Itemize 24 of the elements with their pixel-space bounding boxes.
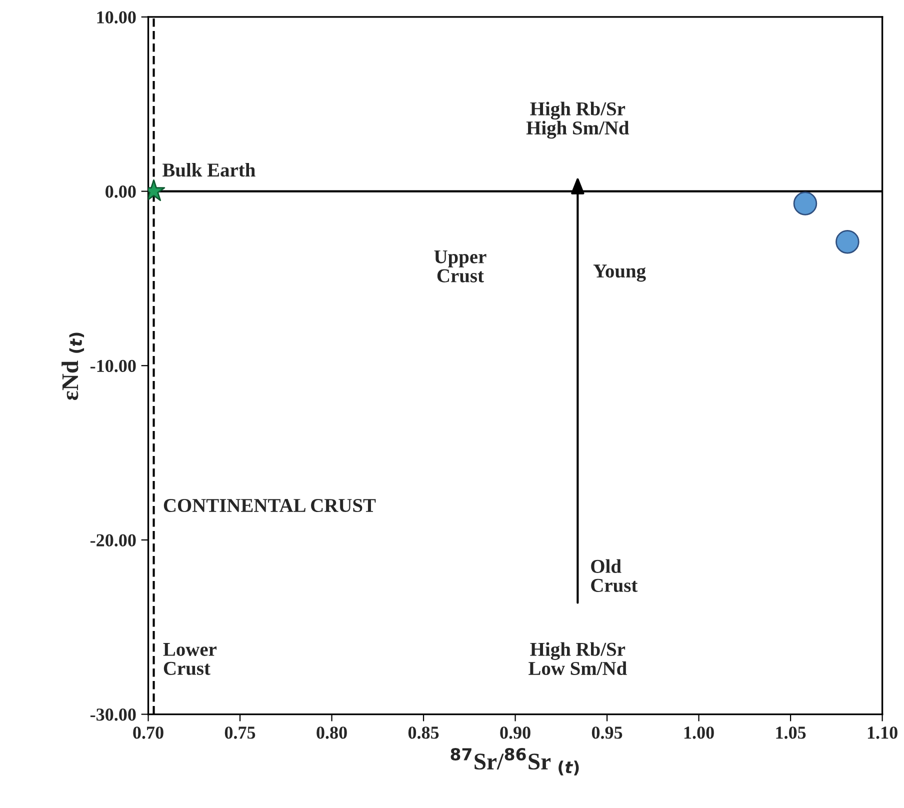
y-tick-label: 0.00: [106, 186, 136, 198]
annotation: Young: [593, 264, 646, 282]
x-tick-label: 0.75: [224, 726, 256, 739]
x-tick-label: 0.95: [592, 726, 622, 739]
y-tick-label: -10.00: [90, 360, 136, 372]
annotation: High Rb/Sr High Sm/Nd: [526, 102, 630, 139]
y-axis-title: εNd $_{(t)}$: [62, 332, 84, 400]
x-tick-label: 0.70: [133, 726, 164, 739]
annotation: CONTINENTAL CRUST: [164, 498, 376, 512]
x-axis-title: $^{87}$Sr/$^{86}$Sr $_{(t)}$: [450, 748, 579, 776]
y-tick-label: -20.00: [90, 534, 136, 546]
x-tick-label: 0.80: [316, 726, 347, 739]
annotation: High Rb/Sr Low Sm/Nd: [528, 642, 627, 676]
x-tick-label: 1.00: [684, 726, 714, 739]
y-tick-label: -30.00: [90, 708, 136, 721]
x-tick-label: 1.10: [868, 726, 898, 739]
annotation: Lower Crust: [163, 643, 217, 675]
x-tick-label: 1.05: [776, 726, 806, 739]
annotation: Old Crust: [591, 559, 638, 592]
y-tick-label: 10.00: [97, 11, 136, 24]
annotation: Bulk Earth: [162, 162, 256, 177]
x-tick-label: 0.85: [408, 726, 439, 739]
x-tick-label: 0.90: [500, 726, 530, 739]
annotation: Upper Crust: [434, 250, 486, 282]
